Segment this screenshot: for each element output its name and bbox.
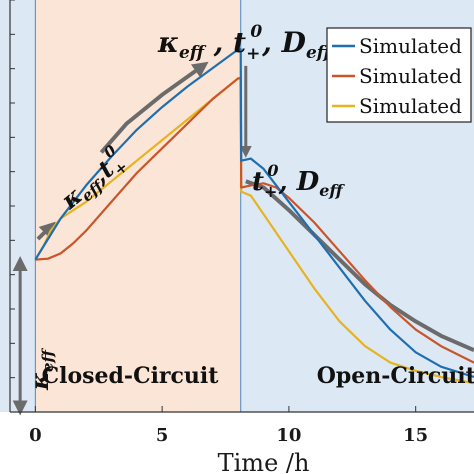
legend-label-0: Simulated <box>359 34 462 58</box>
series-line-3 <box>245 179 474 353</box>
x-axis-label: Time /h <box>218 449 310 474</box>
legend: Simulated Simulated Simulated <box>326 27 472 123</box>
ann0-text: κeff <box>25 347 57 391</box>
annotation-t-deff-right: t+0, Deff <box>252 161 345 201</box>
axes: 0 5 10 15 <box>9 0 474 446</box>
legend-label-2: Simulated <box>359 94 462 118</box>
series-line-0 <box>34 48 474 379</box>
region-label-open-circuit: Open-Circuit <box>317 363 474 389</box>
region-label-closed-circuit: Closed-Circuit <box>42 363 220 389</box>
series-group <box>34 48 474 385</box>
x-tick-label-1: 5 <box>156 425 169 446</box>
ann3-text: t+0, Deff <box>252 161 345 201</box>
x-tick-label-3: 15 <box>403 425 428 446</box>
x-tick-label-0: 0 <box>29 425 42 446</box>
x-tick-label-2: 10 <box>276 425 301 446</box>
region-pre-start <box>0 0 36 412</box>
arrow-initial <box>36 221 56 241</box>
annotation-kappa-left: κeff <box>25 347 57 391</box>
annotation-arrows <box>36 61 252 241</box>
arrow-rising <box>99 61 209 154</box>
legend-label-1: Simulated <box>359 64 462 88</box>
